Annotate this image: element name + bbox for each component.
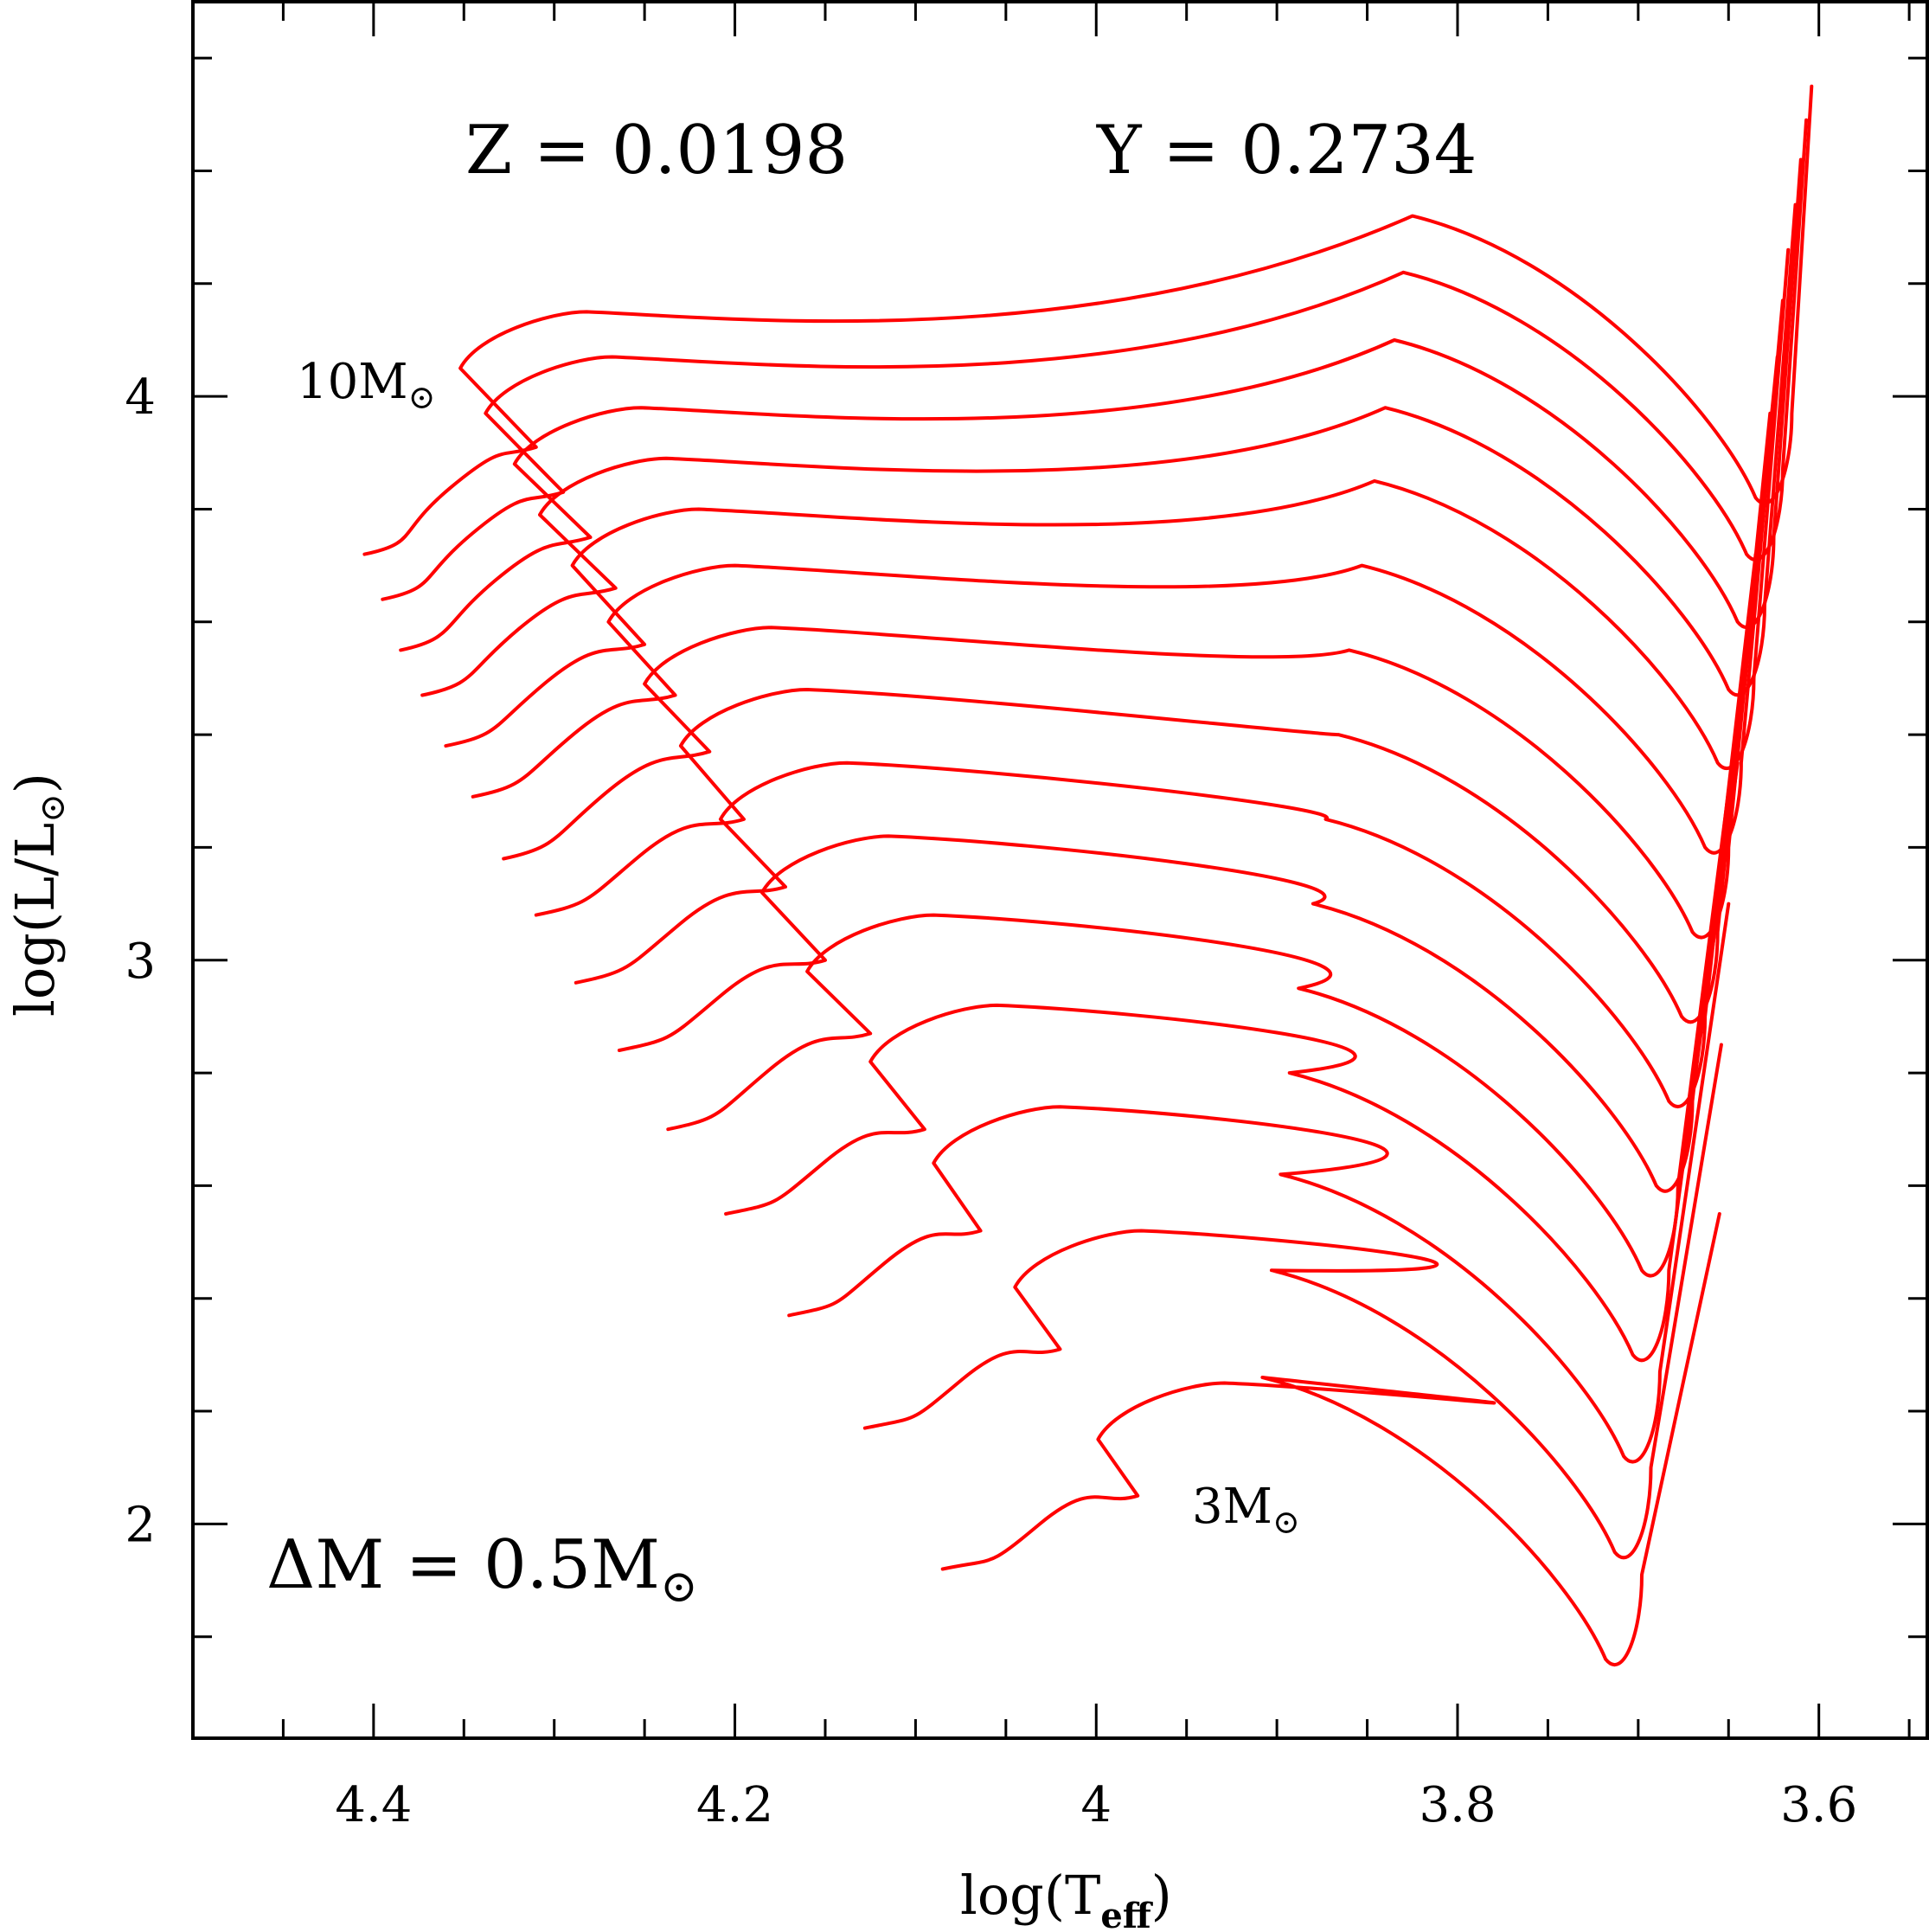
- y-axis-label-main: log(L/L: [3, 823, 67, 1017]
- top-mass-label-sub: ⊙: [408, 378, 436, 416]
- y-tick-label: 3: [125, 934, 156, 990]
- x-tick-label: 4.4: [335, 1777, 412, 1833]
- plot-frame: [191, 0, 1929, 1740]
- track-8-msun: [444, 247, 1791, 770]
- track-3-msun: [940, 1212, 1721, 1667]
- track-5.5-msun: [617, 552, 1758, 1193]
- track-5-msun: [666, 648, 1749, 1278]
- mass-step-main: ΔM = 0.5M: [266, 1526, 660, 1604]
- y-axis-label: log(L/L⊙): [3, 773, 73, 1017]
- track-3.5-msun: [862, 1043, 1723, 1560]
- track-9-msun: [399, 157, 1803, 652]
- track-7.5-msun: [471, 298, 1785, 855]
- y-axis-label-sub: ⊙: [33, 793, 73, 823]
- track-6.5-msun: [534, 411, 1772, 1024]
- track-7-msun: [502, 355, 1779, 940]
- x-tick-label: 3.8: [1419, 1777, 1496, 1833]
- x-axis-label: log(Teff): [960, 1864, 1172, 1932]
- y-tick-label: 4: [125, 369, 156, 426]
- x-axis-label-close: ): [1151, 1864, 1172, 1927]
- top-mass-label-main: 10M: [297, 354, 408, 410]
- y-axis-label-close: ): [3, 773, 67, 793]
- top-mass-label: 10M⊙: [297, 354, 435, 416]
- evolutionary-tracks: [362, 84, 1814, 1667]
- metallicity-label: Z = 0.0198: [465, 112, 848, 189]
- bottom-mass-label-main: 3M: [1192, 1479, 1272, 1535]
- track-8.5-msun: [420, 202, 1798, 697]
- bottom-mass-label-sub: ⊙: [1272, 1503, 1300, 1541]
- x-tick-label: 4.2: [696, 1777, 773, 1833]
- track-4-msun: [787, 902, 1731, 1464]
- track-6-msun: [574, 478, 1766, 1108]
- x-axis-label-sub: eff: [1100, 1896, 1152, 1932]
- track-9.5-msun: [381, 118, 1809, 601]
- bottom-mass-label: 3M⊙: [1192, 1479, 1300, 1541]
- mass-step-sub: ⊙: [660, 1561, 698, 1613]
- y-tick-label: 2: [125, 1497, 156, 1553]
- track-10-msun: [362, 84, 1814, 556]
- track-4.5-msun: [724, 761, 1740, 1363]
- x-axis-label-main: log(T: [960, 1864, 1100, 1927]
- x-tick-label: 3.6: [1780, 1777, 1857, 1833]
- x-tick-label: 4: [1080, 1777, 1112, 1833]
- helium-label: Y = 0.2734: [1096, 112, 1477, 189]
- mass-step-label: ΔM = 0.5M⊙: [266, 1526, 698, 1613]
- axis-ticks: 4.4 4.2 4 3.8 3.6 2 3 4: [125, 2, 1927, 1833]
